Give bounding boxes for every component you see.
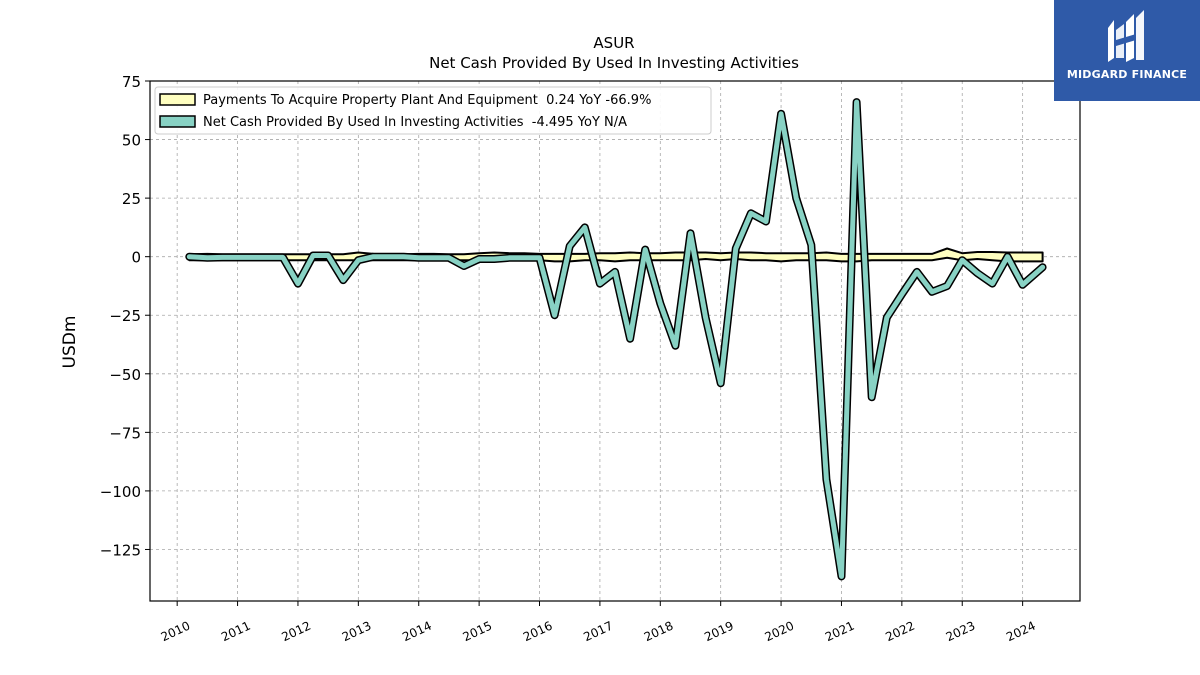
y-tick-label: 25 (122, 190, 141, 208)
midgard-logo-icon (1108, 10, 1144, 62)
legend-swatch-net-cash (159, 115, 196, 128)
x-tick-label: 2010 (159, 619, 193, 645)
series-layer (185, 98, 1047, 581)
chart-subtitle: Net Cash Provided By Used In Investing A… (429, 54, 799, 72)
series-net-cash-line (186, 99, 1046, 579)
plot-frame (149, 80, 1081, 602)
legend-label-ppe: Payments To Acquire Property Plant And E… (203, 93, 651, 108)
x-tick-label: 2021 (823, 619, 857, 645)
legend-swatch-ppe (159, 93, 196, 106)
x-tick-label: 2015 (461, 619, 495, 645)
y-tick-label: −25 (109, 307, 141, 325)
series-net-cash-outline (185, 98, 1047, 581)
x-tick-label: 2014 (400, 619, 434, 645)
x-tick-label: 2024 (1004, 619, 1038, 645)
legend-box (154, 86, 712, 135)
x-tick-label: 2020 (763, 619, 797, 645)
y-tick-label: −75 (109, 424, 141, 442)
legend: Payments To Acquire Property Plant And E… (154, 86, 712, 135)
y-axis: 75 50 25 0 −25 −50 −75 −100 −125 (100, 73, 150, 559)
y-tick-label: −50 (109, 366, 141, 384)
x-tick-label: 2016 (521, 619, 555, 645)
x-tick-label: 2022 (883, 619, 917, 645)
grid-lines (150, 80, 1080, 601)
chart-title: ASUR (593, 34, 634, 52)
y-axis-label: USDm (60, 316, 80, 369)
x-axis: 2010 2011 2012 2013 2014 2015 2016 2017 2018 2019… (159, 601, 1038, 644)
y-tick-label: −125 (100, 541, 141, 559)
y-tick-label: 50 (122, 132, 141, 150)
x-tick-label: 2012 (279, 619, 313, 645)
y-tick-label: 0 (131, 249, 141, 267)
brand-name: MIDGARD FINANCE (1066, 68, 1188, 81)
x-tick-label: 2013 (340, 619, 374, 645)
brand-logo: MIDGARD FINANCE (1054, 0, 1200, 101)
x-tick-label: 2019 (702, 619, 736, 645)
x-tick-label: 2011 (219, 619, 253, 645)
x-tick-label: 2017 (581, 619, 615, 645)
x-tick-label: 2023 (944, 619, 978, 645)
legend-label-net-cash: Net Cash Provided By Used In Investing A… (203, 115, 627, 130)
y-tick-label: 75 (122, 73, 141, 91)
x-tick-label: 2018 (642, 619, 676, 645)
y-tick-label: −100 (100, 483, 141, 501)
